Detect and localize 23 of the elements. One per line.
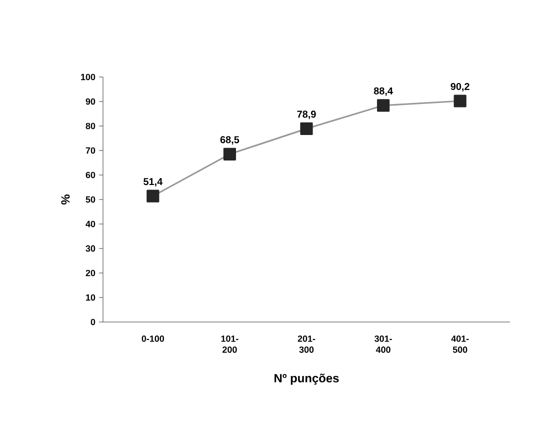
x-tick-label: 301-400 (374, 336, 392, 353)
data-label: 90,2 (450, 82, 470, 92)
data-label: 68,5 (220, 136, 240, 145)
y-tick-label: 50 (86, 196, 96, 203)
x-tick-label: 401-500 (451, 336, 469, 353)
y-tick-label: 90 (86, 98, 96, 105)
data-label: 51,4 (144, 178, 163, 187)
y-tick-label: 60 (86, 172, 96, 178)
y-tick-label: 40 (86, 220, 96, 228)
y-tick-label: 0 (90, 318, 96, 326)
y-tick-label: 30 (86, 245, 96, 252)
data-label: 88,4 (374, 87, 393, 96)
x-tick-label: 201-300 (298, 336, 316, 353)
y-tick-label: 80 (86, 122, 96, 130)
data-label: 78,9 (297, 110, 316, 120)
y-tick-label: 20 (86, 270, 96, 276)
y-axis-title: % (61, 194, 70, 205)
y-tick-label: 100 (81, 74, 96, 80)
x-tick-label: 0-100 (142, 336, 164, 342)
y-tick-label: 10 (86, 294, 96, 301)
x-tick-label: 101-200 (221, 336, 238, 353)
x-axis-title: Nº punções (274, 374, 339, 385)
y-tick-label: 70 (86, 147, 96, 154)
